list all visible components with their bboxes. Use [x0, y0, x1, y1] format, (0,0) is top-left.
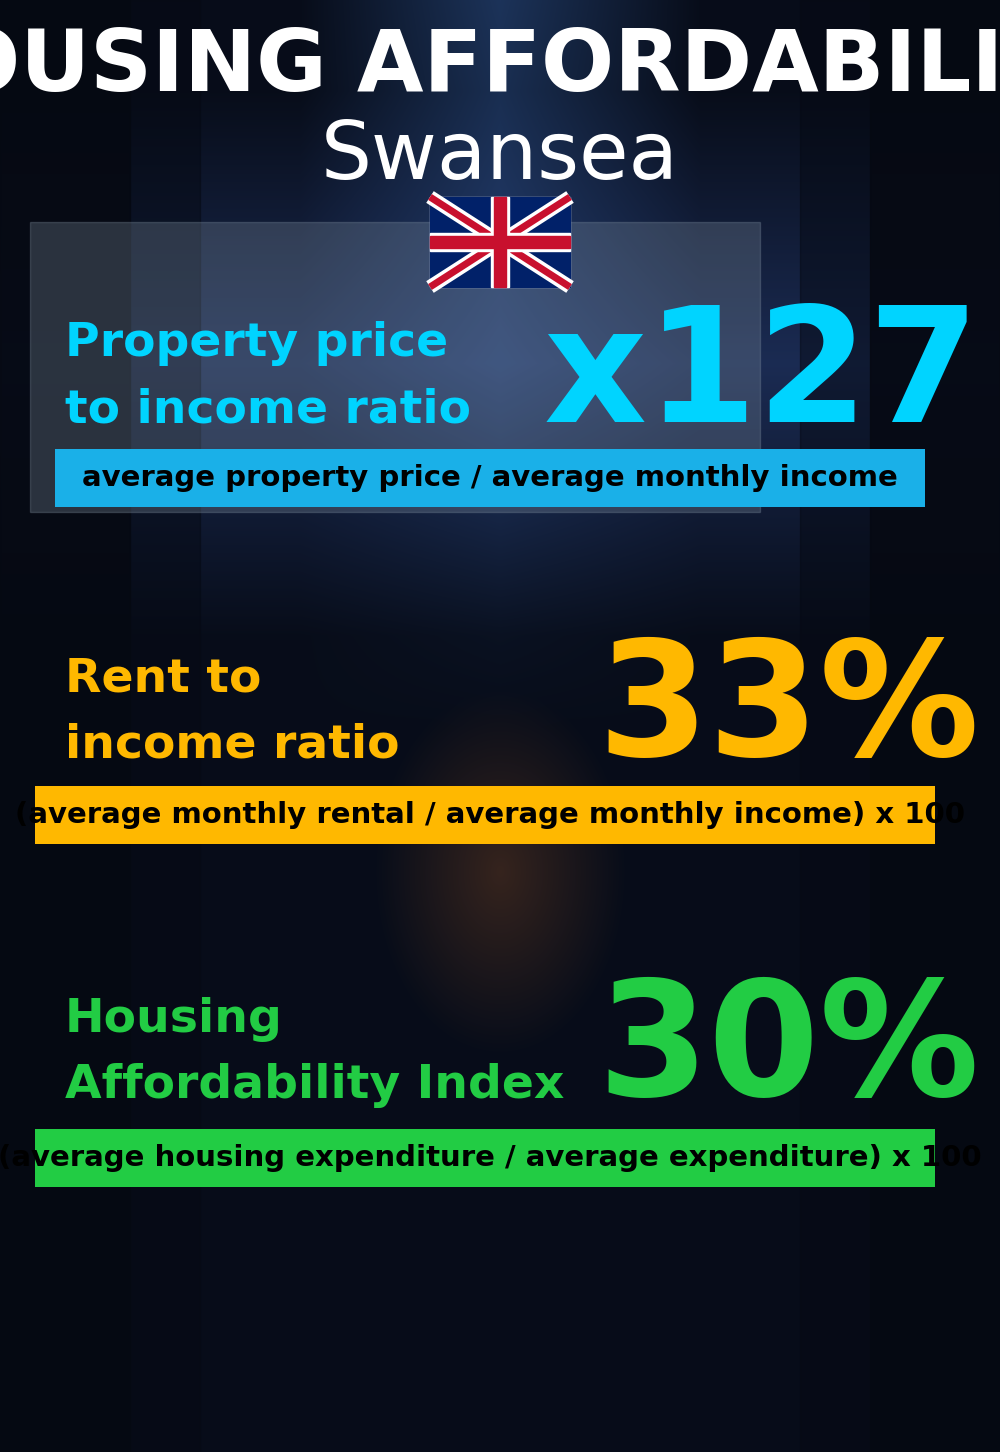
Text: 30%: 30% [598, 974, 980, 1130]
Bar [494, 197, 506, 287]
Text: Housing
Affordability Index: Housing Affordability Index [65, 996, 564, 1108]
Bar [0, 0, 130, 1452]
FancyBboxPatch shape [55, 449, 925, 507]
Text: average property price / average monthly income: average property price / average monthly… [82, 465, 898, 492]
Bar [0, 0, 200, 1452]
Bar [430, 232, 570, 251]
Bar [430, 197, 570, 287]
FancyBboxPatch shape [35, 786, 935, 844]
Text: Property price
to income ratio: Property price to income ratio [65, 321, 471, 433]
Bar [491, 197, 509, 287]
Text: x127: x127 [544, 299, 980, 454]
FancyBboxPatch shape [35, 1130, 935, 1186]
Bar [870, 0, 1000, 1452]
Text: 33%: 33% [598, 635, 980, 790]
Bar [800, 0, 1000, 1452]
Text: Swansea: Swansea [321, 118, 679, 196]
Bar [430, 237, 570, 248]
Text: (average monthly rental / average monthly income) x 100: (average monthly rental / average monthl… [15, 802, 965, 829]
Text: (average housing expenditure / average expenditure) x 100: (average housing expenditure / average e… [0, 1144, 982, 1172]
Text: HOUSING AFFORDABILITY: HOUSING AFFORDABILITY [0, 26, 1000, 109]
Bar [30, 222, 760, 513]
Text: Rent to
income ratio: Rent to income ratio [65, 656, 400, 768]
Bar [430, 197, 570, 287]
